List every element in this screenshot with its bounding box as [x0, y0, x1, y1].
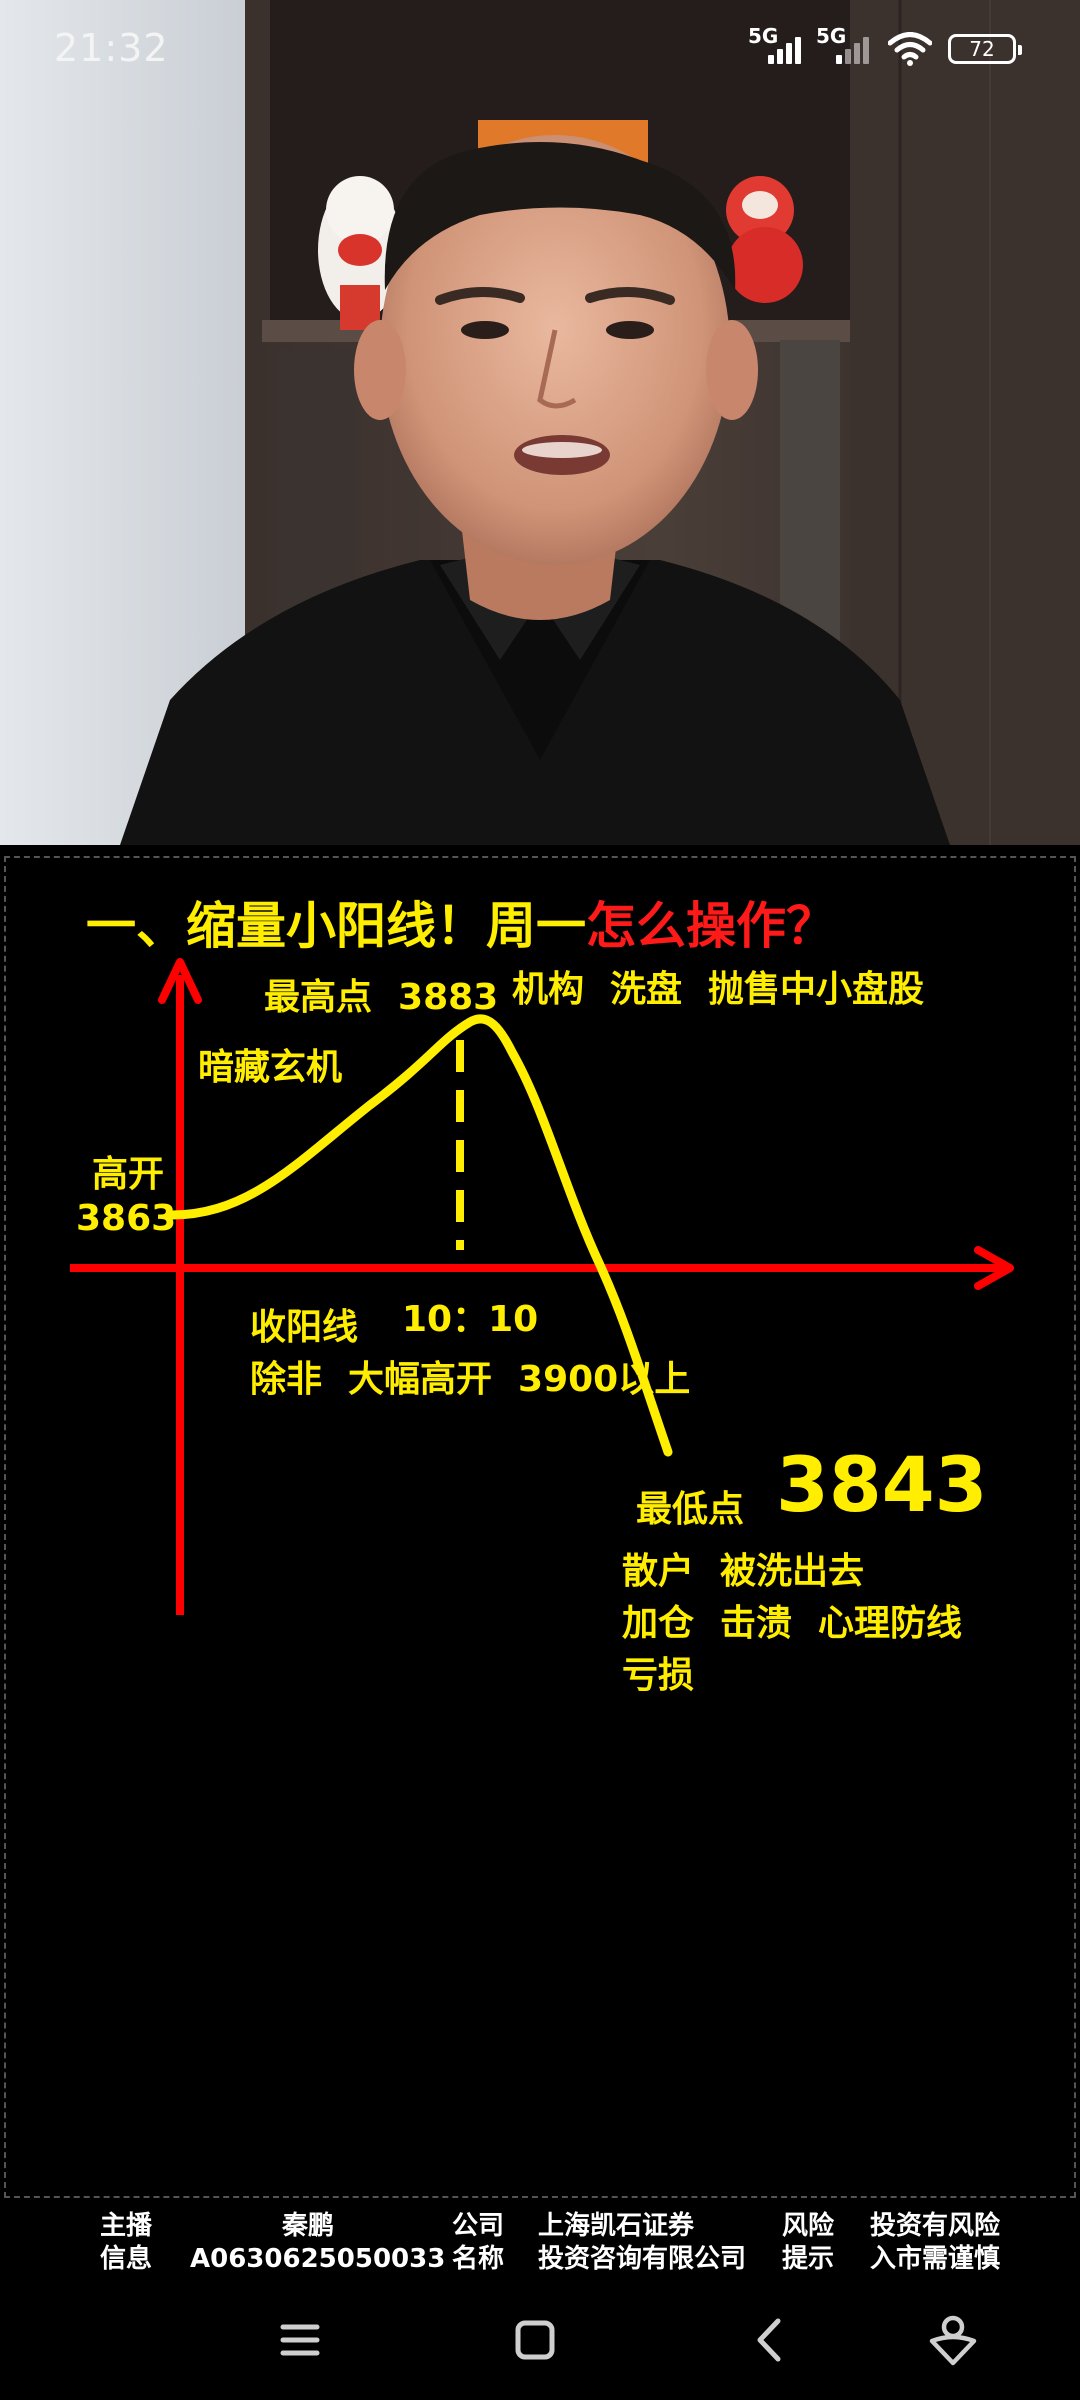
menu-icon[interactable] [265, 2305, 335, 2375]
label-add-position: 加仓 击溃 心理防线 [622, 1603, 963, 1644]
status-time: 21:32 [54, 26, 169, 70]
system-navigation-bar [0, 2285, 1080, 2400]
label-retail: 散户 被洗出去 [622, 1551, 865, 1592]
company-label: 公司 名称 [452, 2211, 505, 2274]
battery-level: 72 [969, 37, 995, 61]
back-icon[interactable] [736, 2305, 806, 2375]
assistant-icon[interactable] [918, 2305, 988, 2375]
host-info: 秦鹏 A0630625050033 [190, 2211, 446, 2274]
network-type-label: 5G [816, 24, 847, 48]
wifi-icon [888, 32, 932, 66]
label-open-high-value: 3863 [76, 1198, 177, 1239]
label-institution: 机构 洗盘 抛售中小盘股 [512, 969, 925, 1010]
y-axis-arrow [158, 958, 202, 1004]
label-low-point-value: 3843 [776, 1440, 988, 1529]
slide-title: 一、缩量小阳线！周一怎么操作？ [86, 886, 836, 958]
home-icon[interactable] [500, 2305, 570, 2375]
presenter-video-frame [0, 0, 1080, 845]
video-feed[interactable] [0, 0, 1080, 845]
label-low-point: 最低点 [636, 1489, 745, 1530]
compliance-footer: 主播 信息 秦鹏 A0630625050033 公司 名称 上海凯石证券 投资咨询有限公… [0, 2200, 1080, 2280]
label-high-point: 最高点 3883 [264, 977, 499, 1018]
label-open-high: 高开 [92, 1154, 165, 1195]
company-name: 上海凯石证券 投资咨询有限公司 [538, 2211, 747, 2274]
status-bar: 21:32 5G 5G 72 [0, 0, 1080, 100]
label-time: 10：10 [402, 1299, 539, 1340]
x-axis-arrow [974, 1246, 1014, 1290]
price-curve [167, 1014, 673, 1457]
label-hidden-secret: 暗藏玄机 [198, 1047, 343, 1088]
host-label: 主播 信息 [100, 2211, 153, 2274]
slide-title-main: 一、缩量小阳线！周一 [86, 897, 586, 955]
label-close-positive: 收阳线 [250, 1307, 359, 1348]
label-unless: 除非 大幅高开 3900以上 [250, 1359, 691, 1400]
label-loss: 亏损 [622, 1655, 695, 1696]
risk-label: 风险 提示 [782, 2211, 835, 2274]
hand-drawn-chart [70, 958, 1014, 1615]
signal-icon [836, 36, 876, 64]
network-type-label: 5G [748, 24, 779, 48]
signal-icon [768, 36, 808, 64]
battery-icon: 72 [948, 34, 1022, 64]
risk-warning: 投资有风险 入市需谨慎 [870, 2211, 1001, 2274]
slide-title-question: 怎么操作？ [586, 897, 836, 955]
